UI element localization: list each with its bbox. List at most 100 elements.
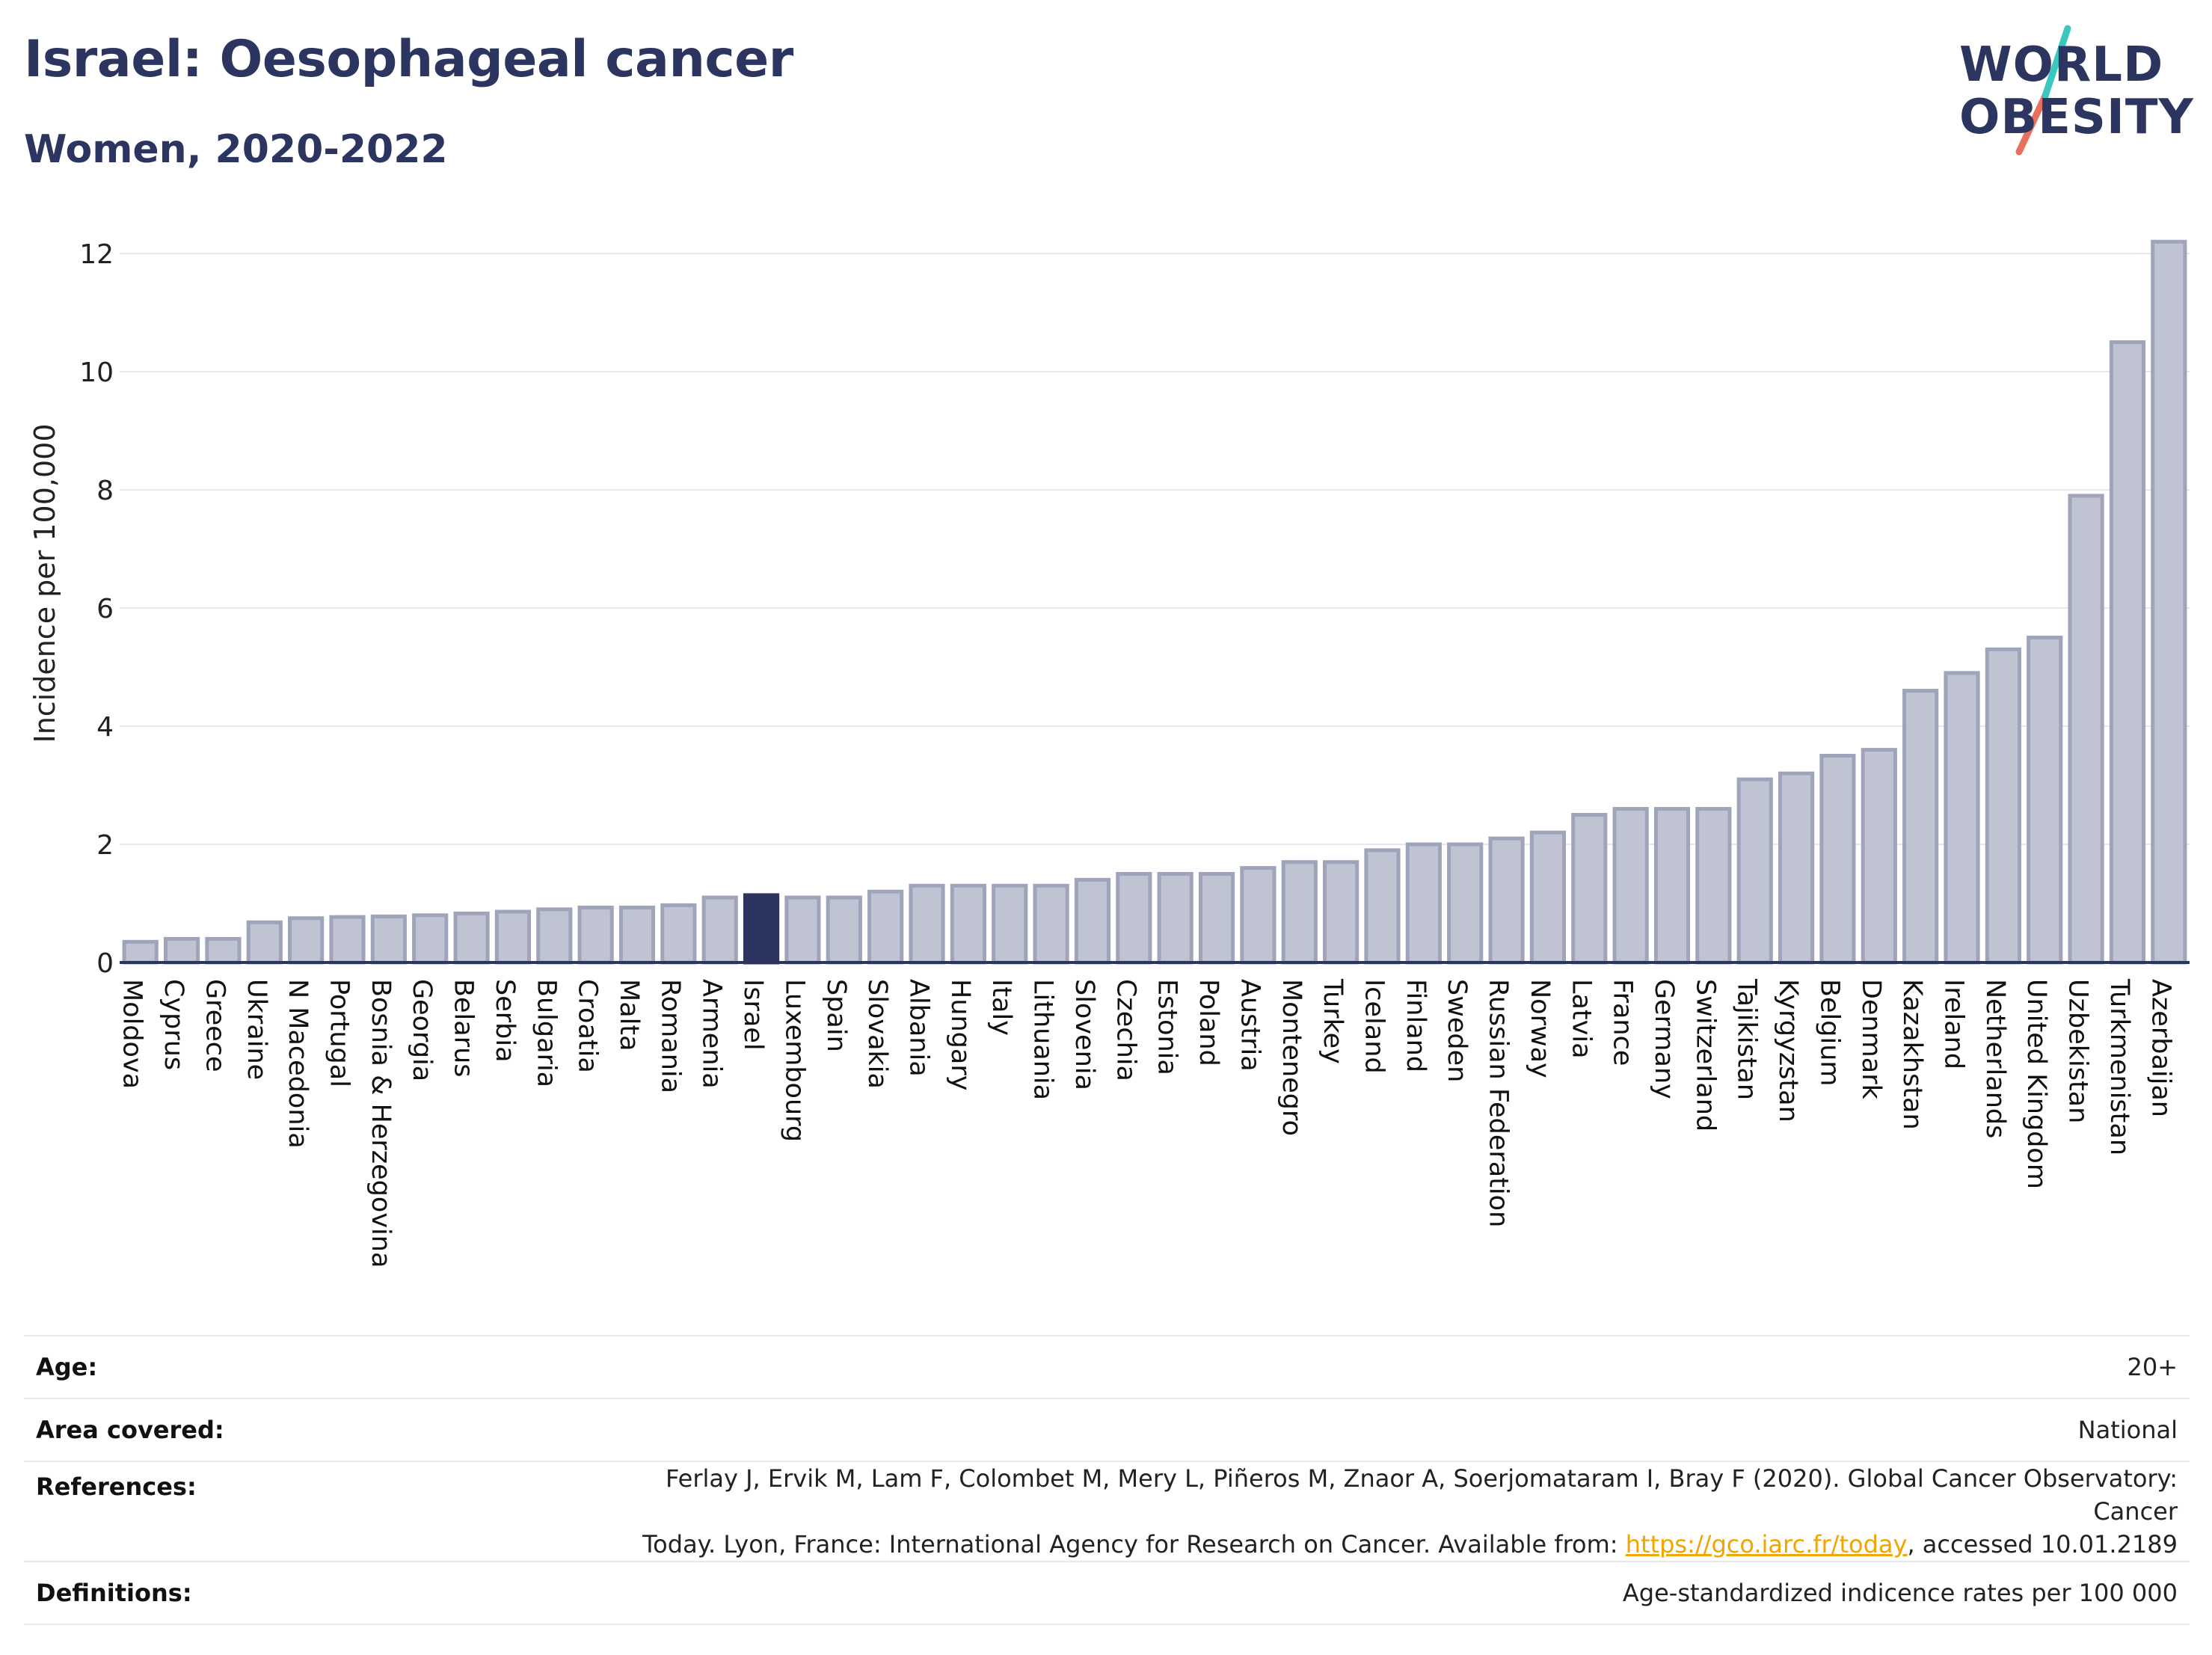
x-tick-label: Denmark	[1856, 979, 1886, 1100]
x-tick-label: Italy	[986, 979, 1016, 1036]
bar-iceland	[1364, 848, 1401, 965]
x-tick-label: Kyrgyzstan	[1773, 979, 1803, 1123]
x-tick-label: Cyprus	[159, 979, 188, 1070]
x-tick-label: Austria	[1235, 979, 1265, 1072]
x-tick-label: Greece	[200, 979, 230, 1072]
x-tick-label: United Kingdom	[2021, 979, 2051, 1189]
logo-slash-icon	[2015, 25, 2071, 156]
x-tick-label: Portugal	[324, 979, 354, 1087]
bar-switzerland	[1695, 807, 1732, 965]
bar-serbia	[494, 909, 532, 965]
bar-luxembourg	[784, 895, 821, 965]
x-tick-label: Georgia	[407, 979, 437, 1081]
bar-uzbekistan	[2068, 494, 2104, 965]
reference-line-1: Ferlay J, Ervik M, Lam F, Colombet M, Me…	[666, 1464, 2178, 1526]
x-tick-label: Kazakhstan	[1897, 979, 1927, 1130]
x-tick-label: Ukraine	[242, 979, 271, 1080]
bar-tajikistan	[1736, 777, 1773, 965]
bar-hungary	[950, 883, 986, 965]
bar-turkey	[1323, 860, 1360, 965]
meta-row-age: Age: 20+	[24, 1335, 2190, 1399]
x-tick-label: N Macedonia	[283, 979, 313, 1149]
bar-greece	[205, 936, 242, 965]
bar-armenia	[701, 895, 738, 965]
bar-italy	[992, 883, 1028, 965]
bar-sweden	[1447, 842, 1484, 965]
x-tick-label: Tajikistan	[1732, 978, 1762, 1100]
bar-cyprus	[163, 936, 200, 965]
x-tick-label: Montenegro	[1276, 979, 1306, 1136]
logo-text-obesity: OBESITY	[1959, 90, 2194, 145]
bar-kazakhstan	[1902, 689, 1939, 965]
x-axis-labels: Moldova Cyprus Greece Ukraine N Macedonia Por…	[117, 978, 2176, 1268]
bar-latvia	[1571, 813, 1608, 965]
y-tick-label: 2	[96, 830, 114, 861]
x-tick-label: Belarus	[449, 979, 479, 1078]
bar-israel	[743, 893, 780, 965]
x-tick-label: Hungary	[945, 979, 975, 1090]
bar-moldova	[122, 939, 159, 965]
meta-row-references: References: Ferlay J, Ervik M, Lam F, Co…	[24, 1461, 2190, 1562]
x-tick-label: Iceland	[1359, 979, 1389, 1074]
y-tick-label: 6	[96, 594, 114, 624]
meta-row-definitions: Definitions: Age-standardized indicence …	[24, 1561, 2190, 1625]
bar-slovenia	[1074, 877, 1111, 965]
world-obesity-logo: WORLD OBESITY	[1944, 21, 2199, 163]
bar-denmark	[1861, 748, 1897, 965]
x-tick-label: Ireland	[1939, 979, 1969, 1069]
meta-value-definitions: Age-standardized indicence rates per 100…	[571, 1561, 2190, 1625]
x-tick-label: Bulgaria	[531, 979, 561, 1087]
bar-romania	[660, 903, 697, 965]
x-tick-label: Luxembourg	[779, 979, 809, 1142]
bar-germany	[1653, 807, 1691, 965]
x-tick-label: Albania	[904, 979, 934, 1077]
y-axis-ticks: 0 2 4 6 8 10 12	[79, 239, 114, 979]
bar-france	[1612, 807, 1649, 965]
bar-finland	[1405, 842, 1442, 965]
bar-bosnia-herzegovina	[370, 914, 407, 965]
bar-netherlands	[1985, 647, 2021, 965]
y-tick-label: 12	[79, 239, 114, 270]
x-tick-label: Russian Federation	[1484, 979, 1514, 1227]
meta-row-area: Area covered: National	[24, 1398, 2190, 1462]
bars	[122, 239, 2187, 965]
bar-norway	[1529, 830, 1567, 965]
reference-line-2-suffix: , accessed 10.01.2189	[1907, 1530, 2178, 1559]
reference-link[interactable]: https://gco.iarc.fr/today	[1625, 1530, 1908, 1559]
bar-albania	[909, 883, 945, 965]
x-tick-label: Croatia	[573, 979, 603, 1073]
bar-lithuania	[1033, 883, 1069, 965]
x-tick-label: Sweden	[1442, 979, 1472, 1082]
x-tick-label: Romania	[655, 979, 685, 1093]
x-tick-label: Turkmenistan	[2104, 978, 2134, 1155]
meta-value-age: 20+	[571, 1335, 2190, 1399]
meta-label-references: References:	[24, 1461, 571, 1562]
reference-line-2-prefix: Today. Lyon, France: International Agenc…	[642, 1530, 1626, 1559]
bar-malta	[618, 906, 656, 965]
page-subtitle: Women, 2020-2022	[24, 127, 448, 172]
meta-label-age: Age:	[24, 1335, 571, 1399]
x-tick-label: Israel	[738, 979, 768, 1051]
x-tick-label: Spain	[821, 979, 851, 1052]
x-tick-label: Bosnia & Herzegovina	[366, 979, 396, 1268]
bar-azerbaijan	[2151, 239, 2187, 965]
x-tick-label: Turkey	[1318, 978, 1348, 1064]
bar-russian-federation	[1488, 836, 1525, 965]
bar-united-kingdom	[2027, 636, 2063, 965]
bar-turkmenistan	[2109, 340, 2146, 965]
y-tick-label: 0	[96, 948, 114, 979]
meta-label-area: Area covered:	[24, 1398, 571, 1462]
x-tick-label: Poland	[1193, 979, 1223, 1066]
x-tick-label: Lithuania	[1028, 979, 1058, 1100]
x-tick-label: Finland	[1401, 979, 1431, 1072]
logo-text-world: WORLD	[1959, 37, 2164, 93]
bar-austria	[1240, 866, 1276, 965]
page-title: Israel: Oesophageal cancer	[24, 30, 793, 89]
x-tick-label: Switzerland	[1690, 979, 1720, 1132]
x-tick-label: Latvia	[1566, 979, 1596, 1059]
x-tick-label: Serbia	[490, 979, 520, 1063]
bar-bulgaria	[536, 907, 573, 965]
bar-poland	[1198, 872, 1235, 965]
bar-n-macedonia	[288, 916, 325, 965]
x-tick-label: Estonia	[1152, 979, 1182, 1075]
